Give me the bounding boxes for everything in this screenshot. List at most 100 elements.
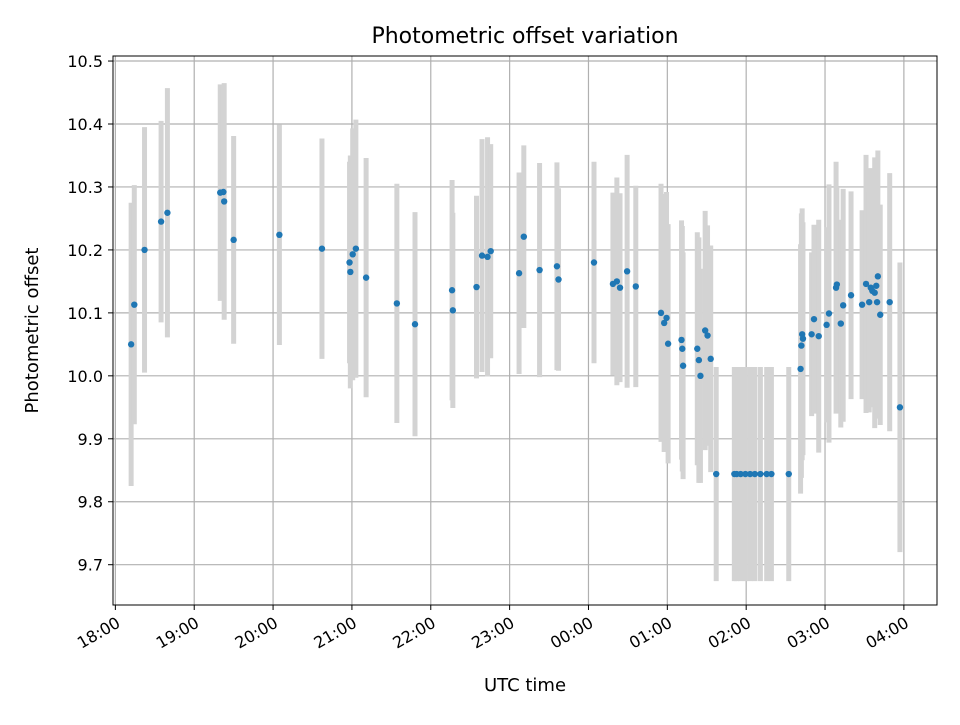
y-tick-label: 10.5 bbox=[67, 52, 103, 71]
point-layer bbox=[127, 188, 904, 478]
data-point bbox=[632, 283, 639, 290]
data-point bbox=[346, 259, 353, 266]
data-point bbox=[799, 335, 807, 342]
data-point bbox=[131, 301, 138, 308]
data-point bbox=[664, 340, 672, 347]
data-point bbox=[865, 298, 873, 306]
data-point bbox=[352, 245, 360, 252]
data-point bbox=[613, 278, 621, 285]
data-point bbox=[810, 315, 818, 323]
data-point bbox=[697, 372, 704, 380]
data-point bbox=[448, 287, 456, 294]
data-point bbox=[833, 281, 841, 288]
data-point bbox=[393, 300, 401, 307]
data-point bbox=[704, 332, 711, 339]
data-point bbox=[663, 314, 670, 322]
data-point bbox=[555, 276, 562, 283]
plot-frame bbox=[112, 55, 938, 606]
data-point bbox=[478, 252, 486, 259]
y-axis-label: Photometric offset bbox=[22, 248, 43, 414]
data-point bbox=[660, 319, 668, 327]
y-tick-label: 10.0 bbox=[67, 367, 103, 386]
chart-title: Photometric offset variation bbox=[371, 24, 678, 49]
data-point bbox=[837, 320, 845, 327]
data-point bbox=[797, 365, 804, 373]
y-tick-label: 10.2 bbox=[67, 241, 103, 260]
data-point bbox=[164, 209, 171, 216]
data-point bbox=[825, 310, 833, 317]
data-point bbox=[536, 266, 543, 274]
data-point bbox=[896, 404, 904, 411]
data-point bbox=[127, 341, 135, 348]
data-point bbox=[746, 470, 754, 478]
x-tick-label: 00:00 bbox=[547, 613, 596, 653]
x-tick-label: 23:00 bbox=[468, 613, 517, 653]
x-tick-label: 21:00 bbox=[310, 613, 359, 653]
data-point bbox=[515, 270, 523, 277]
y-tick-label: 10.4 bbox=[67, 115, 103, 134]
data-point bbox=[873, 282, 880, 289]
x-tick-label: 18:00 bbox=[74, 613, 123, 653]
data-point bbox=[616, 284, 624, 291]
data-point bbox=[220, 198, 228, 205]
data-point bbox=[798, 342, 805, 349]
data-point bbox=[871, 289, 878, 296]
data-point bbox=[858, 301, 866, 308]
data-point bbox=[411, 321, 419, 328]
data-point bbox=[757, 470, 764, 478]
data-point bbox=[694, 345, 701, 352]
data-point bbox=[657, 309, 665, 317]
data-point bbox=[553, 263, 561, 270]
data-point bbox=[449, 307, 457, 314]
data-point bbox=[520, 233, 528, 240]
data-point bbox=[862, 280, 870, 288]
data-point bbox=[751, 470, 759, 478]
data-point bbox=[701, 327, 709, 334]
data-point bbox=[220, 188, 227, 196]
data-point bbox=[839, 302, 847, 309]
x-tick-label: 20:00 bbox=[232, 613, 281, 653]
data-point bbox=[695, 356, 703, 364]
data-point bbox=[349, 251, 356, 258]
x-tick-label: 04:00 bbox=[862, 613, 911, 653]
data-point bbox=[679, 362, 687, 369]
x-tick-label: 22:00 bbox=[389, 613, 438, 653]
data-point bbox=[874, 273, 882, 280]
y-tick-label: 9.8 bbox=[78, 493, 103, 512]
data-point bbox=[763, 470, 770, 478]
data-point bbox=[679, 345, 686, 352]
x-tick-label: 19:00 bbox=[153, 613, 202, 653]
x-axis-label: UTC time bbox=[484, 675, 566, 696]
data-point bbox=[157, 218, 165, 225]
data-point bbox=[707, 355, 714, 363]
data-point bbox=[815, 332, 822, 340]
y-tick-label: 10.1 bbox=[67, 304, 103, 323]
data-point bbox=[873, 298, 881, 306]
x-tick-label: 03:00 bbox=[784, 613, 833, 653]
data-point bbox=[623, 268, 631, 275]
errorbar-layer bbox=[128, 83, 903, 582]
data-point bbox=[473, 283, 480, 291]
y-tick-label: 9.9 bbox=[78, 430, 103, 449]
x-tick-label: 01:00 bbox=[626, 613, 675, 653]
data-point bbox=[737, 470, 744, 478]
data-point bbox=[590, 259, 598, 266]
data-point bbox=[318, 245, 326, 252]
data-point bbox=[362, 274, 370, 281]
data-point bbox=[847, 292, 855, 299]
data-point bbox=[877, 311, 884, 318]
y-tick-label: 9.7 bbox=[78, 556, 103, 575]
data-point bbox=[808, 331, 815, 338]
data-point bbox=[785, 470, 792, 478]
data-point bbox=[276, 231, 283, 239]
data-point bbox=[347, 268, 354, 276]
data-point bbox=[141, 246, 148, 254]
data-point bbox=[713, 470, 720, 478]
y-tick-label: 10.3 bbox=[67, 178, 103, 197]
data-point bbox=[230, 236, 237, 244]
data-point bbox=[886, 298, 893, 306]
data-point bbox=[678, 336, 685, 344]
x-tick-label: 02:00 bbox=[705, 613, 754, 653]
data-point bbox=[768, 470, 775, 478]
